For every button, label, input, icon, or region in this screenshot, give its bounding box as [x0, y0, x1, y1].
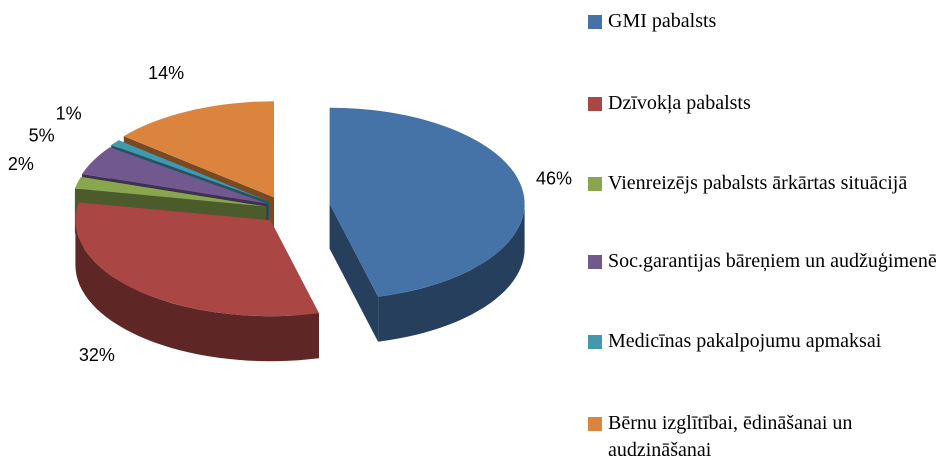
data-label: 46%: [536, 169, 572, 189]
legend-item: GMI pabalsts: [588, 8, 936, 35]
data-label: 1%: [56, 104, 82, 124]
legend-swatch: [588, 335, 602, 349]
legend-label: Soc.garantijas bāreņiem un audžuģimenēm: [608, 250, 936, 272]
legend-item: Dzīvokļa pabalsts: [588, 90, 936, 117]
slice: [74, 176, 267, 207]
legend-swatch: [588, 97, 602, 111]
legend-item: Bērnu izglītībai, ēdināšanai un audzināš…: [588, 410, 936, 464]
legend-item: Vienreizējs pabalsts ārkārtas situācijā: [588, 170, 936, 197]
legend-label: Vienreizējs pabalsts ārkārtas situācijā: [608, 172, 908, 194]
legend-swatch: [588, 255, 602, 269]
legend-swatch: [588, 417, 602, 431]
slice-wall: [378, 203, 525, 342]
legend-label: Bērnu izglītībai, ēdināšanai un audzināš…: [608, 412, 853, 461]
data-label: 5%: [29, 126, 55, 146]
legend-label: GMI pabalsts: [608, 10, 717, 32]
legend-label: Medicīnas pakalpojumu apmaksai: [608, 330, 882, 352]
data-label: 32%: [79, 345, 115, 365]
legend-swatch: [588, 177, 602, 191]
data-label: 2%: [8, 154, 34, 174]
slice: [82, 147, 268, 204]
slice: [329, 107, 525, 297]
slice: [123, 101, 275, 198]
slice-side: [329, 203, 379, 342]
legend-item: Medicīnas pakalpojumu apmaksai: [588, 328, 936, 355]
legend-swatch: [588, 15, 602, 29]
legend-item: Soc.garantijas bāreņiem un audžuģimenēm: [588, 248, 936, 275]
data-label: 14%: [148, 63, 184, 83]
slice: [111, 140, 269, 202]
chart: 46% 32% 2% 5%1% 14%: [8, 63, 572, 365]
slice: [75, 202, 319, 317]
legend-label: Dzīvokļa pabalsts: [608, 92, 751, 114]
slice-wall: [75, 220, 319, 362]
